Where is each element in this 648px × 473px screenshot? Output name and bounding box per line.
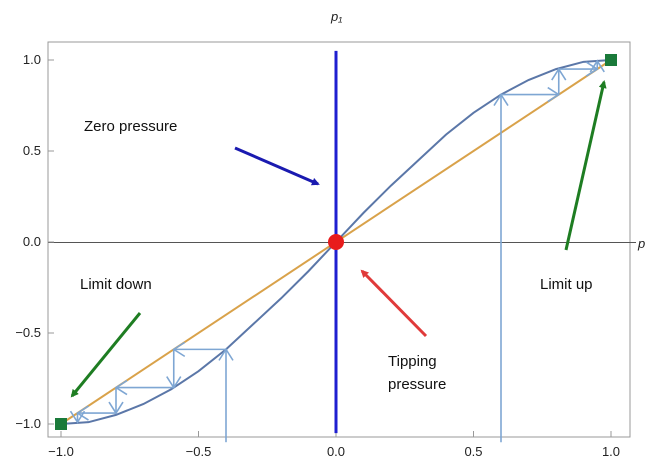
cobweb-layer	[69, 59, 605, 443]
annotation-limit-down: Limit down	[80, 276, 152, 293]
tipping-point-marker	[328, 234, 344, 250]
tick-group: −1.0 −0.5 0.0 0.5 1.0 −1.0 −0.5 0.0 0.5 1.0	[15, 52, 620, 459]
arrow-limit-up	[564, 80, 607, 251]
points-layer	[55, 54, 617, 430]
cobweb-arrowhead	[69, 410, 86, 424]
x-tick-label: −1.0	[48, 444, 74, 459]
limit-down-marker	[55, 418, 67, 430]
x-tick-label: −0.5	[186, 444, 212, 459]
y-tick-label: −1.0	[15, 416, 41, 431]
x-tick-label: 0.0	[327, 444, 345, 459]
annotation-zero-pressure: Zero pressure	[84, 118, 177, 135]
y-tick-label: −0.5	[15, 325, 41, 340]
x-axis-title: p	[637, 236, 645, 251]
annotation-tipping-line-2: pressure	[388, 376, 446, 393]
x-tick-label: 1.0	[602, 444, 620, 459]
y-tick-label: 1.0	[23, 52, 41, 67]
annotation-limit-up: Limit up	[540, 276, 593, 293]
arrow-limit-down	[70, 312, 142, 398]
y-axis-title: p₁	[330, 9, 342, 24]
annotations: Zero pressure Limit down Limit up Tippin…	[70, 80, 607, 398]
arrow-tipping-pressure	[360, 269, 428, 338]
limit-up-marker	[605, 54, 617, 66]
y-tick-label: 0.5	[23, 143, 41, 158]
annotation-tipping-line-1: Tipping	[388, 353, 437, 370]
plot-frame	[47, 41, 631, 438]
x-tick-label: 0.5	[464, 444, 482, 459]
y-tick-label: 0.0	[23, 234, 41, 249]
arrow-zero-pressure	[234, 146, 320, 186]
cobweb-arrowhead	[589, 59, 605, 73]
